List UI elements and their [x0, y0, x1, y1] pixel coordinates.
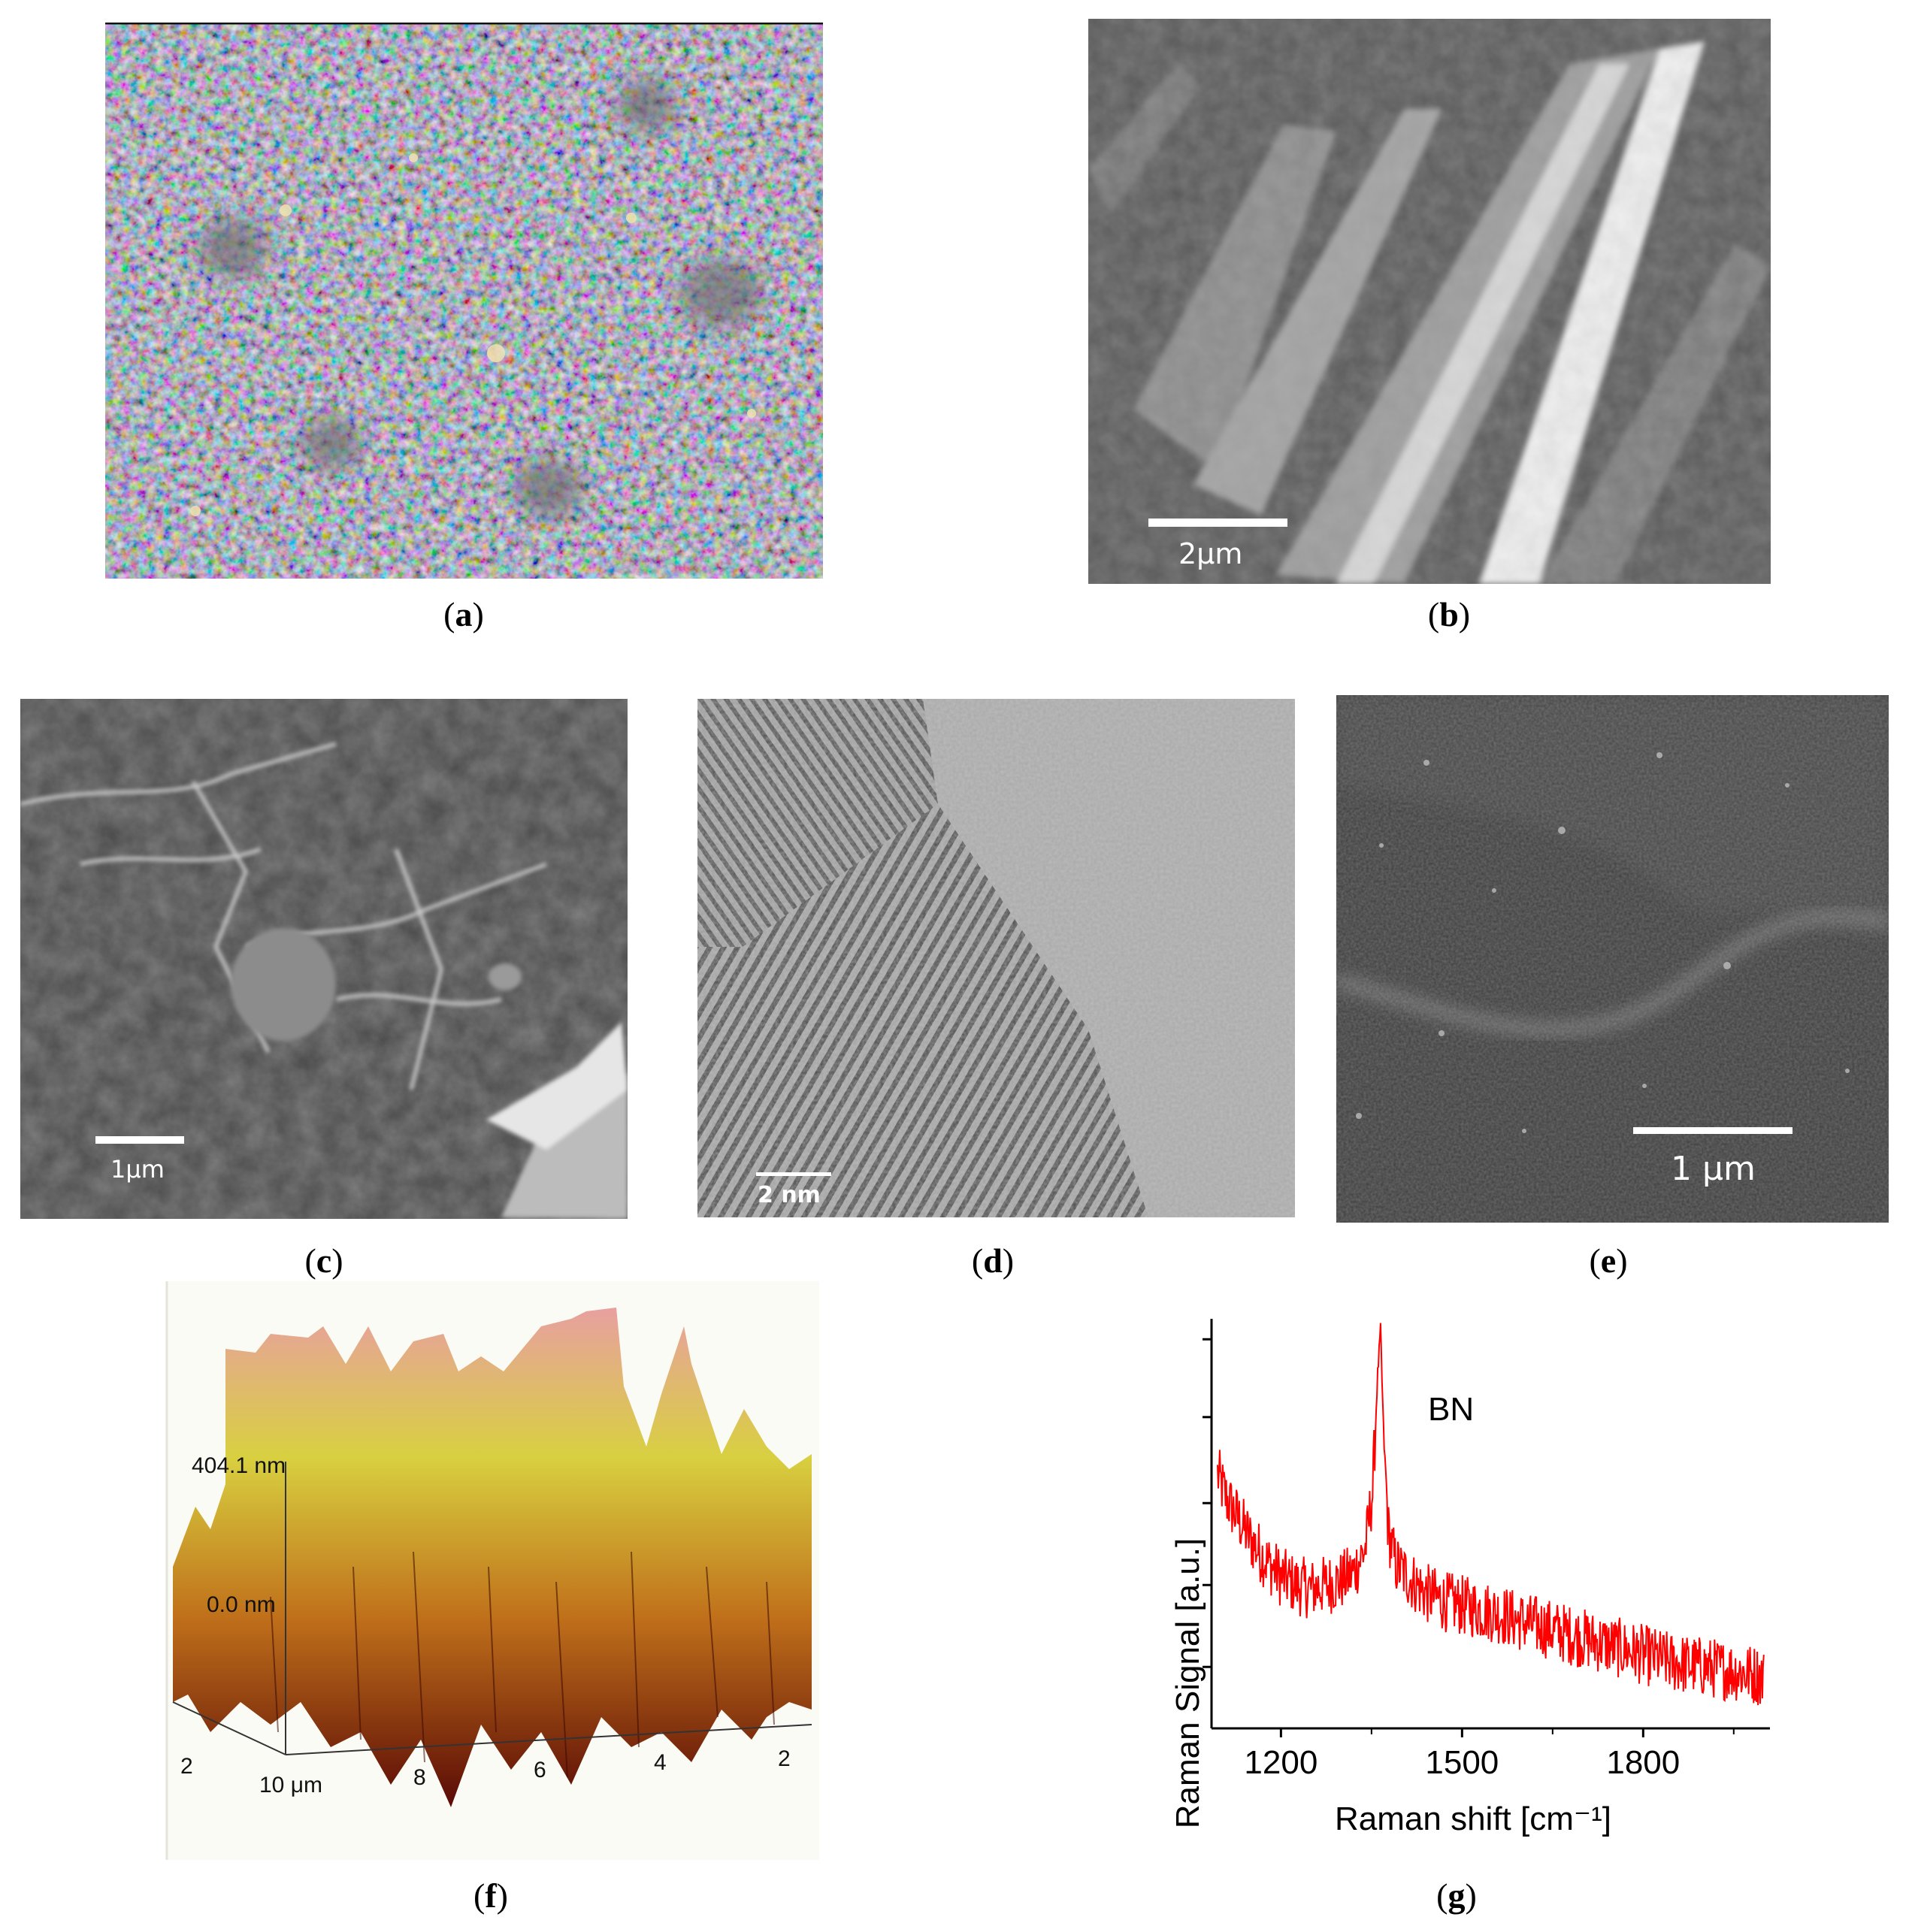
- chart-x-tick-label: 1500: [1425, 1744, 1499, 1781]
- chart-axes: [1210, 1319, 1770, 1730]
- caption-a: (a): [443, 595, 484, 633]
- caption-b: (b): [1427, 595, 1471, 633]
- afm-axes: [172, 1462, 812, 1755]
- panel-d-hrtem-image: 2 nm: [697, 699, 1295, 1217]
- panel-b-sem-image: 2μm: [1088, 19, 1771, 584]
- caption-e: (e): [1589, 1241, 1628, 1280]
- panel-a-optical-micrograph: [105, 23, 823, 579]
- scale-bar-b-line: [1148, 519, 1287, 527]
- afm-z-bottom-label: 0.0 nm: [207, 1592, 276, 1617]
- afm-x-tick: 10 μm: [259, 1773, 322, 1797]
- raman-spectrum-line: [1217, 1323, 1765, 1706]
- afm-x-tick: 2: [778, 1746, 791, 1771]
- chart-xlabel: Raman shift [cm⁻¹]: [1335, 1800, 1611, 1837]
- caption-g: (g): [1436, 1876, 1477, 1915]
- afm-x-tick: 6: [534, 1758, 546, 1782]
- scale-bar-c-line: [95, 1136, 184, 1144]
- chart-x-tick-label: 1200: [1244, 1744, 1318, 1781]
- afm-z-top-label: 404.1 nm: [192, 1453, 286, 1478]
- panel-g-raman-chart: Raman Signal [a.u.] Raman shift [cm⁻¹] B…: [1127, 1300, 1804, 1841]
- scale-bar-e-label: 1 μm: [1671, 1150, 1756, 1188]
- scale-bar-d-line: [756, 1172, 831, 1176]
- afm-surface: [173, 1308, 812, 1807]
- afm-x-tick: 4: [654, 1750, 667, 1775]
- afm-y-tick: 2: [180, 1754, 193, 1779]
- caption-d: (d): [971, 1241, 1015, 1280]
- scale-bar-e-line: [1633, 1127, 1792, 1134]
- caption-c: (c): [304, 1241, 343, 1280]
- caption-f: (f): [473, 1876, 508, 1915]
- chart-annotation-bn: BN: [1428, 1391, 1474, 1428]
- panel-c-sem-image: 1μm: [20, 699, 628, 1219]
- afm-x-tick: 8: [413, 1765, 426, 1790]
- scale-bar-c-label: 1μm: [110, 1155, 165, 1184]
- panel-e-sem-image: 1 μm: [1336, 695, 1889, 1223]
- scale-bar-b-label: 2μm: [1178, 537, 1242, 570]
- chart-y-ticks: [1203, 1338, 1212, 1668]
- panel-f-afm-topography: 404.1 nm 0.0 nm 2 10 μm 8 6 4 2: [165, 1281, 819, 1860]
- chart-x-tick-label: 1800: [1606, 1744, 1680, 1781]
- scale-bar-d-label: 2 nm: [758, 1182, 821, 1208]
- chart-ylabel: Raman Signal [a.u.]: [1169, 1538, 1206, 1828]
